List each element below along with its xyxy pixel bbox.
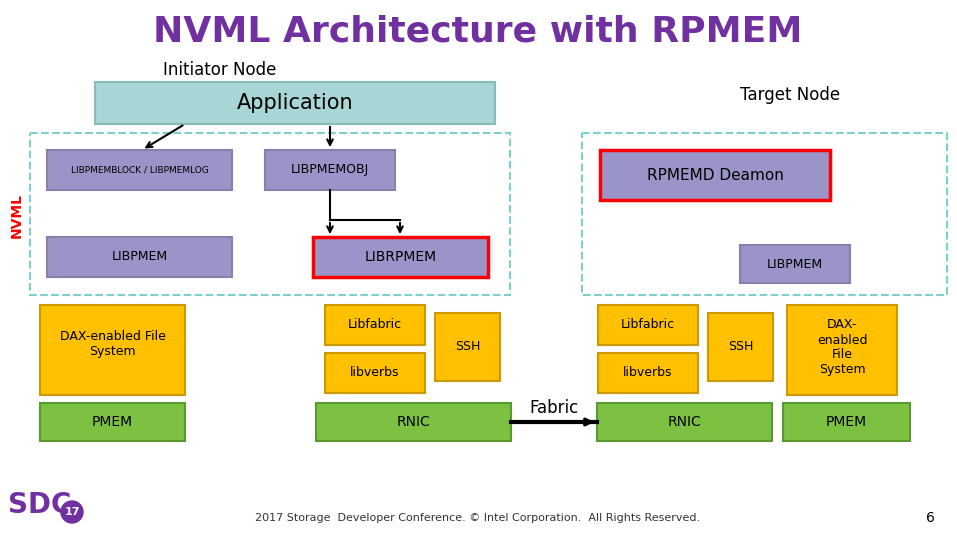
Bar bbox=[313, 237, 488, 277]
Text: LIBPMEM: LIBPMEM bbox=[111, 250, 167, 264]
Circle shape bbox=[61, 501, 83, 523]
Bar bbox=[740, 245, 850, 283]
Text: LIBRPMEM: LIBRPMEM bbox=[365, 250, 436, 264]
Text: DAX-: DAX- bbox=[827, 318, 857, 331]
Text: enabled: enabled bbox=[816, 333, 867, 346]
Text: SSH: SSH bbox=[455, 340, 480, 353]
Text: System: System bbox=[818, 364, 865, 376]
Bar bbox=[582, 133, 947, 295]
Bar bbox=[47, 237, 232, 277]
Text: LIBPMEMOBJ: LIBPMEMOBJ bbox=[291, 163, 369, 177]
Text: Fabric: Fabric bbox=[529, 399, 579, 417]
Bar bbox=[787, 305, 897, 395]
Text: PMEM: PMEM bbox=[92, 415, 133, 429]
Bar bbox=[30, 133, 510, 295]
Bar bbox=[40, 305, 185, 395]
Text: Libfabric: Libfabric bbox=[621, 318, 675, 331]
Text: Application: Application bbox=[236, 93, 353, 113]
Text: 17: 17 bbox=[64, 507, 79, 517]
Bar bbox=[598, 353, 698, 393]
Bar bbox=[316, 403, 511, 441]
Text: LIBPMEMBLOCK / LIBPMEMLOG: LIBPMEMBLOCK / LIBPMEMLOG bbox=[71, 165, 209, 175]
Bar bbox=[600, 150, 830, 200]
Text: File: File bbox=[832, 349, 853, 361]
Bar bbox=[325, 353, 425, 393]
Bar bbox=[95, 82, 495, 124]
Bar bbox=[598, 305, 698, 345]
Bar bbox=[265, 150, 395, 190]
Bar bbox=[783, 403, 910, 441]
Text: PMEM: PMEM bbox=[826, 415, 867, 429]
Text: NVML: NVML bbox=[10, 192, 24, 237]
Bar bbox=[435, 313, 500, 381]
Bar bbox=[325, 305, 425, 345]
Bar bbox=[40, 403, 185, 441]
Text: RPMEMD Deamon: RPMEMD Deamon bbox=[647, 168, 784, 183]
Text: SDC: SDC bbox=[9, 491, 72, 519]
Text: RNIC: RNIC bbox=[396, 415, 431, 429]
Text: 6: 6 bbox=[925, 511, 934, 525]
Text: LIBPMEM: LIBPMEM bbox=[767, 258, 823, 271]
Text: SSH: SSH bbox=[728, 340, 753, 353]
Text: libverbs: libverbs bbox=[623, 366, 673, 380]
Text: 2017 Storage  Developer Conference. © Intel Corporation.  All Rights Reserved.: 2017 Storage Developer Conference. © Int… bbox=[256, 513, 701, 523]
Text: NVML Architecture with RPMEM: NVML Architecture with RPMEM bbox=[153, 15, 803, 49]
Text: Initiator Node: Initiator Node bbox=[164, 61, 277, 79]
Text: Libfabric: Libfabric bbox=[348, 318, 402, 331]
Bar bbox=[708, 313, 773, 381]
Text: Target Node: Target Node bbox=[740, 86, 840, 104]
Text: DAX-enabled File
System: DAX-enabled File System bbox=[59, 330, 166, 358]
Text: libverbs: libverbs bbox=[350, 366, 400, 380]
Text: RNIC: RNIC bbox=[668, 415, 701, 429]
Bar bbox=[597, 403, 772, 441]
Bar bbox=[47, 150, 232, 190]
